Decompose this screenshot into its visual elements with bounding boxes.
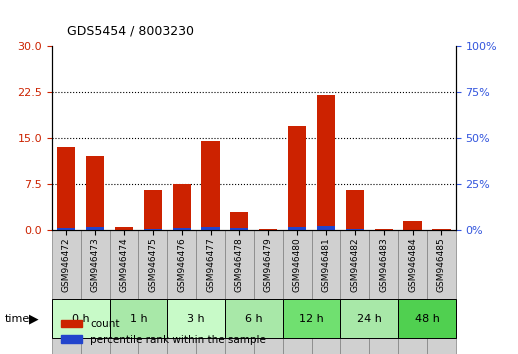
Bar [317,95,335,230]
Bar [398,299,456,338]
Text: 1 h: 1 h [130,314,147,324]
Bar [115,229,133,230]
Bar [52,230,81,354]
Bar [288,126,306,230]
Text: 0 h: 0 h [72,314,90,324]
Bar [81,230,109,354]
Bar [375,229,393,230]
Bar [317,227,335,230]
Bar [202,227,220,230]
Bar [311,230,340,354]
Bar [86,156,104,230]
Bar [52,299,109,338]
Bar [109,230,138,354]
Bar [346,190,364,230]
Bar [231,228,249,230]
Bar [340,299,398,338]
Bar [167,230,196,354]
Bar [86,227,104,230]
Bar [225,230,254,354]
Bar [427,230,456,354]
Legend: count, percentile rank within the sample: count, percentile rank within the sample [57,315,270,349]
Text: 3 h: 3 h [188,314,205,324]
Bar [369,230,398,354]
Bar [138,230,167,354]
Bar [259,229,277,230]
Bar [288,227,306,230]
Bar [172,228,191,230]
Bar [254,230,283,354]
Bar [57,228,75,230]
Bar [283,299,340,338]
Text: GDS5454 / 8003230: GDS5454 / 8003230 [67,25,194,38]
Bar [109,299,167,338]
Bar [143,190,162,230]
Bar [196,230,225,354]
Text: 6 h: 6 h [245,314,263,324]
Bar [225,299,283,338]
Bar [167,299,225,338]
Bar [404,221,422,230]
Bar [202,141,220,230]
Bar [172,184,191,230]
Bar [283,230,311,354]
Bar [57,147,75,230]
Bar [259,229,277,230]
Text: 12 h: 12 h [299,314,324,324]
Bar [143,229,162,230]
Text: time: time [5,314,31,324]
Bar [346,229,364,230]
Bar [398,230,427,354]
Bar [231,212,249,230]
Bar [433,229,451,230]
Bar [340,230,369,354]
Text: ▶: ▶ [28,312,38,325]
Bar [115,227,133,230]
Text: 48 h: 48 h [414,314,439,324]
Text: 24 h: 24 h [357,314,382,324]
